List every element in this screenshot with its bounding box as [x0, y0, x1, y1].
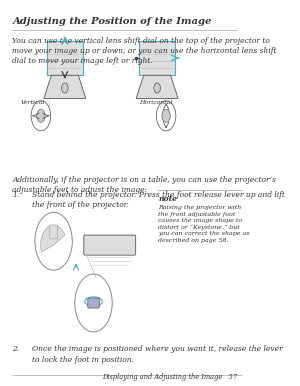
Text: Displaying and Adjusting the Image   57: Displaying and Adjusting the Image 57: [102, 373, 237, 381]
Polygon shape: [44, 75, 86, 98]
Circle shape: [61, 83, 68, 93]
Text: note: note: [158, 195, 177, 203]
FancyBboxPatch shape: [139, 41, 175, 75]
Text: Once the image is positioned where you want it, release the lever
to lock the fo: Once the image is positioned where you w…: [32, 345, 283, 364]
FancyBboxPatch shape: [88, 298, 99, 308]
Text: Adjusting the Position of the Image: Adjusting the Position of the Image: [13, 17, 212, 26]
Circle shape: [35, 212, 72, 270]
Circle shape: [31, 101, 51, 131]
Text: Horizontal: Horizontal: [139, 100, 172, 105]
FancyBboxPatch shape: [50, 225, 58, 239]
Text: Additionally, if the projector is on a table, you can use the projector’s
adjust: Additionally, if the projector is on a t…: [13, 176, 276, 194]
Polygon shape: [136, 75, 178, 98]
FancyBboxPatch shape: [47, 41, 83, 75]
Circle shape: [156, 101, 176, 131]
Text: You can use the vertical lens shift dial on the top of the projector to
move you: You can use the vertical lens shift dial…: [13, 37, 277, 66]
Text: 1.: 1.: [13, 191, 20, 199]
Circle shape: [154, 83, 160, 93]
Text: Raising the projector with
the front adjustable foot
causes the image shape to
d: Raising the projector with the front adj…: [158, 205, 250, 243]
FancyBboxPatch shape: [84, 235, 136, 255]
Wedge shape: [41, 225, 65, 252]
Text: Stand behind the projector. Press the foot release lever up and lift
the front o: Stand behind the projector. Press the fo…: [32, 191, 285, 210]
Text: 2.: 2.: [13, 345, 20, 354]
Text: Vertical: Vertical: [20, 100, 45, 105]
Circle shape: [162, 109, 170, 122]
Circle shape: [75, 274, 112, 332]
Circle shape: [37, 109, 45, 122]
